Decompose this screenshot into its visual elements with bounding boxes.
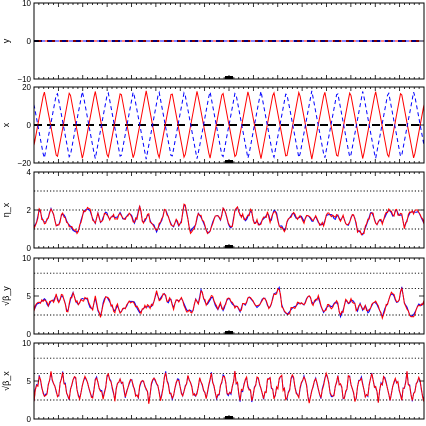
y-tick-label: 10 bbox=[22, 339, 31, 348]
series-line-1 bbox=[33, 90, 425, 160]
series-line-2 bbox=[33, 203, 425, 236]
panel-4: 0 5 10 √β_y bbox=[1, 254, 425, 339]
plot-frame bbox=[33, 257, 425, 335]
x-axis-marker bbox=[225, 245, 233, 248]
y-tick-label: 10 bbox=[22, 0, 31, 8]
y-tick-label: 0 bbox=[27, 330, 32, 339]
series-line-2 bbox=[33, 286, 425, 321]
x-axis-marker bbox=[225, 76, 233, 79]
y-axis-title: √β_y bbox=[1, 286, 11, 306]
series-line-2 bbox=[33, 371, 425, 404]
y-tick-label: 5 bbox=[27, 377, 32, 386]
y-tick-label: 10 bbox=[22, 254, 31, 263]
panel-1: −10 0 10 y bbox=[1, 0, 425, 84]
panel-2: −20 0 20 x bbox=[1, 83, 425, 168]
y-axis-title: η_x bbox=[1, 202, 11, 217]
x-axis-marker bbox=[225, 160, 233, 163]
y-tick-label: 0 bbox=[27, 415, 32, 424]
series-line-1 bbox=[33, 285, 425, 319]
y-tick-label: 5 bbox=[27, 292, 32, 301]
plot-frame bbox=[33, 342, 425, 420]
series-line-2 bbox=[33, 90, 425, 160]
y-tick-label: 4 bbox=[27, 168, 32, 177]
panel-3: 0 2 4 η_x bbox=[1, 168, 425, 253]
y-axis-title: y bbox=[1, 38, 11, 43]
y-tick-label: −10 bbox=[17, 75, 31, 84]
y-axis-title: √β_x bbox=[1, 371, 11, 391]
x-axis-marker bbox=[225, 416, 233, 419]
y-axis-title: x bbox=[1, 122, 11, 127]
y-tick-label: 20 bbox=[22, 83, 31, 92]
x-axis-marker bbox=[225, 331, 233, 334]
panel-5: 0 5 10 √β_x bbox=[1, 339, 425, 424]
y-tick-label: −20 bbox=[17, 159, 31, 168]
y-tick-label: 2 bbox=[27, 206, 32, 215]
y-tick-label: 0 bbox=[27, 244, 32, 253]
y-tick-label: 0 bbox=[27, 37, 32, 46]
y-tick-label: 0 bbox=[27, 121, 32, 130]
